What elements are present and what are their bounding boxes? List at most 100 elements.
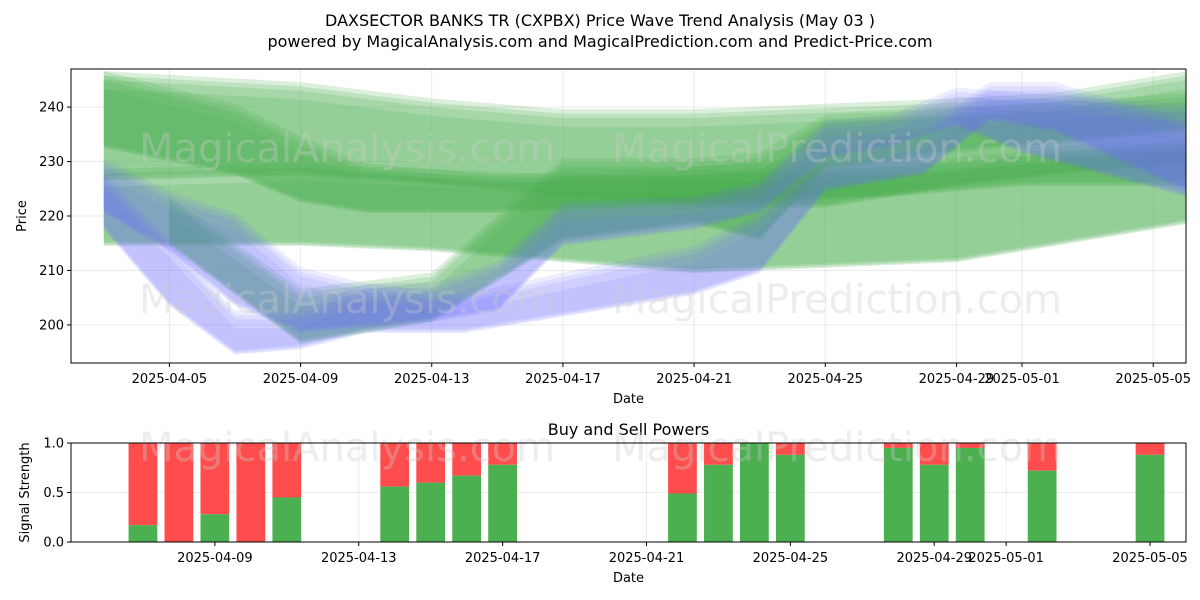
wave-band-3-2	[169, 110, 1186, 340]
signal-bars	[128, 443, 1165, 542]
sell-bar-8	[488, 443, 517, 465]
watermark-prediction-mid: MagicalPrediction.com	[612, 277, 1062, 323]
wave-blue-wave-1	[103, 87, 1186, 334]
sell-bar-15	[955, 443, 985, 448]
wave-band-2-1	[103, 142, 1186, 272]
buy-bar-7	[452, 475, 482, 542]
signal-x-ticks: 2025-04-09 2025-04-13 2025-04-17 2025-04-21…	[177, 542, 1188, 566]
sell-bar-12	[775, 443, 805, 455]
wave-blue-wave-2	[103, 82, 1186, 355]
price-grid	[71, 69, 1186, 363]
price-x-ticks: 2025-04-05 2025-04-09 2025-04-13 2025-04-17…	[132, 363, 1191, 387]
wave-band-1-3	[103, 75, 1186, 208]
watermark-prediction-bottom: MagicalPrediction.com	[612, 425, 1062, 471]
buy-bar-11	[740, 443, 769, 542]
sell-bar-4	[272, 443, 302, 498]
wave-band-5-0	[103, 90, 1186, 353]
buy-sell-panel: Buy and Sell Powers MagicalAnalysis.com M…	[18, 420, 1188, 586]
sell-bar-17	[1135, 443, 1165, 455]
watermark-analysis-top: MagicalAnalysis.com	[139, 126, 555, 172]
buy-bar-9	[668, 493, 697, 542]
price-y-ticks: 200 210 220 230 240	[39, 101, 71, 333]
wave-band-2-0	[103, 150, 1186, 271]
sell-bar-9	[668, 443, 697, 494]
price-x-tick-label-7: 2025-05-01	[984, 372, 1060, 387]
wave-band-2-3	[103, 146, 1186, 274]
signal-x-axis-label: Date	[613, 571, 644, 586]
price-x-tick-label-2: 2025-04-13	[394, 372, 470, 387]
signal-y-tick-label-1: 0.5	[43, 486, 64, 501]
price-x-tick-label-6: 2025-04-29	[919, 372, 995, 387]
signal-x-tick-label-5: 2025-04-29	[896, 551, 972, 566]
price-x-tick-label-5: 2025-04-25	[787, 372, 863, 387]
sell-bar-7	[452, 443, 482, 476]
wave-band-5-1	[103, 82, 1186, 354]
buy-bar-4	[272, 497, 302, 542]
signal-y-tick-label-0: 0.0	[43, 536, 64, 551]
wave-band-1-1	[103, 71, 1186, 207]
price-x-axis-label: Date	[613, 392, 644, 407]
wave-band-2-2	[103, 159, 1186, 269]
buy-bar-8	[488, 464, 517, 542]
wave-green-wave-3	[103, 142, 1186, 274]
wave-band-3-3	[169, 97, 1186, 344]
price-y-tick-label-4: 240	[39, 101, 64, 116]
buy-bar-14	[919, 464, 949, 542]
signal-watermarks: MagicalAnalysis.com MagicalPrediction.com	[139, 425, 1062, 471]
price-x-tick-label-8: 2025-05-05	[1115, 372, 1191, 387]
price-y-tick-label-1: 210	[39, 264, 64, 279]
price-x-tick-label-1: 2025-04-09	[263, 372, 339, 387]
price-y-tick-label-2: 220	[39, 210, 64, 225]
signal-y-tick-label-2: 1.0	[43, 437, 64, 452]
signal-x-tick-label-0: 2025-04-09	[177, 551, 253, 566]
buy-bar-16	[1027, 470, 1057, 542]
wave-band-0-2	[103, 88, 1186, 209]
wave-band-4-0	[103, 96, 1186, 331]
price-y-axis-label: Price	[15, 200, 30, 232]
price-waves	[103, 71, 1186, 355]
buy-bar-13	[883, 447, 913, 542]
watermark-prediction-top: MagicalPrediction.com	[612, 126, 1062, 172]
sell-bar-1	[164, 443, 194, 542]
sell-bar-14	[919, 443, 949, 465]
wave-green-wave-1	[103, 71, 1186, 214]
sell-bar-0	[128, 443, 158, 526]
signal-x-tick-label-1: 2025-04-13	[321, 551, 397, 566]
price-x-tick-label-3: 2025-04-17	[525, 372, 601, 387]
signal-y-axis-label: Signal Strength	[18, 442, 33, 542]
signal-x-tick-label-3: 2025-04-21	[609, 551, 685, 566]
wave-band-1-0	[103, 79, 1186, 206]
sell-bar-13	[883, 443, 913, 448]
signal-x-tick-label-6: 2025-05-01	[968, 551, 1044, 566]
sell-bar-16	[1027, 443, 1057, 471]
price-y-tick-label-3: 230	[39, 155, 64, 170]
buy-bar-5	[380, 486, 410, 542]
buy-bar-12	[775, 454, 805, 542]
sell-bar-6	[416, 443, 446, 483]
signal-y-ticks: 0.0 0.5 1.0	[43, 437, 71, 551]
price-x-tick-label-0: 2025-04-05	[132, 372, 208, 387]
wave-band-5-3	[103, 86, 1186, 355]
sell-bar-3	[236, 443, 266, 542]
wave-green-wave-4	[169, 93, 1186, 344]
price-watermarks: MagicalAnalysis.com MagicalPrediction.com…	[139, 126, 1062, 323]
buy-bar-15	[955, 447, 985, 542]
price-x-tick-label-4: 2025-04-21	[656, 372, 732, 387]
chart-title: DAXSECTOR BANKS TR (CXPBX) Price Wave Tr…	[325, 11, 875, 30]
price-wave-panel: MagicalAnalysis.com MagicalPrediction.com…	[15, 68, 1191, 407]
buy-bar-10	[704, 464, 733, 542]
buy-bar-2	[200, 514, 230, 542]
price-y-tick-label-0: 200	[39, 318, 64, 333]
buy-sell-title: Buy and Sell Powers	[548, 420, 710, 439]
signal-x-tick-label-7: 2025-05-05	[1112, 551, 1188, 566]
watermark-analysis-mid: MagicalAnalysis.com	[139, 277, 555, 323]
signal-x-tick-label-2: 2025-04-17	[465, 551, 541, 566]
buy-bar-6	[416, 482, 446, 542]
sell-bar-10	[704, 443, 733, 465]
signal-x-tick-label-4: 2025-04-25	[753, 551, 829, 566]
wave-band-5-2	[103, 99, 1186, 351]
wave-band-4-3	[103, 91, 1186, 334]
sell-bar-5	[380, 443, 410, 487]
wave-band-4-2	[103, 104, 1186, 329]
